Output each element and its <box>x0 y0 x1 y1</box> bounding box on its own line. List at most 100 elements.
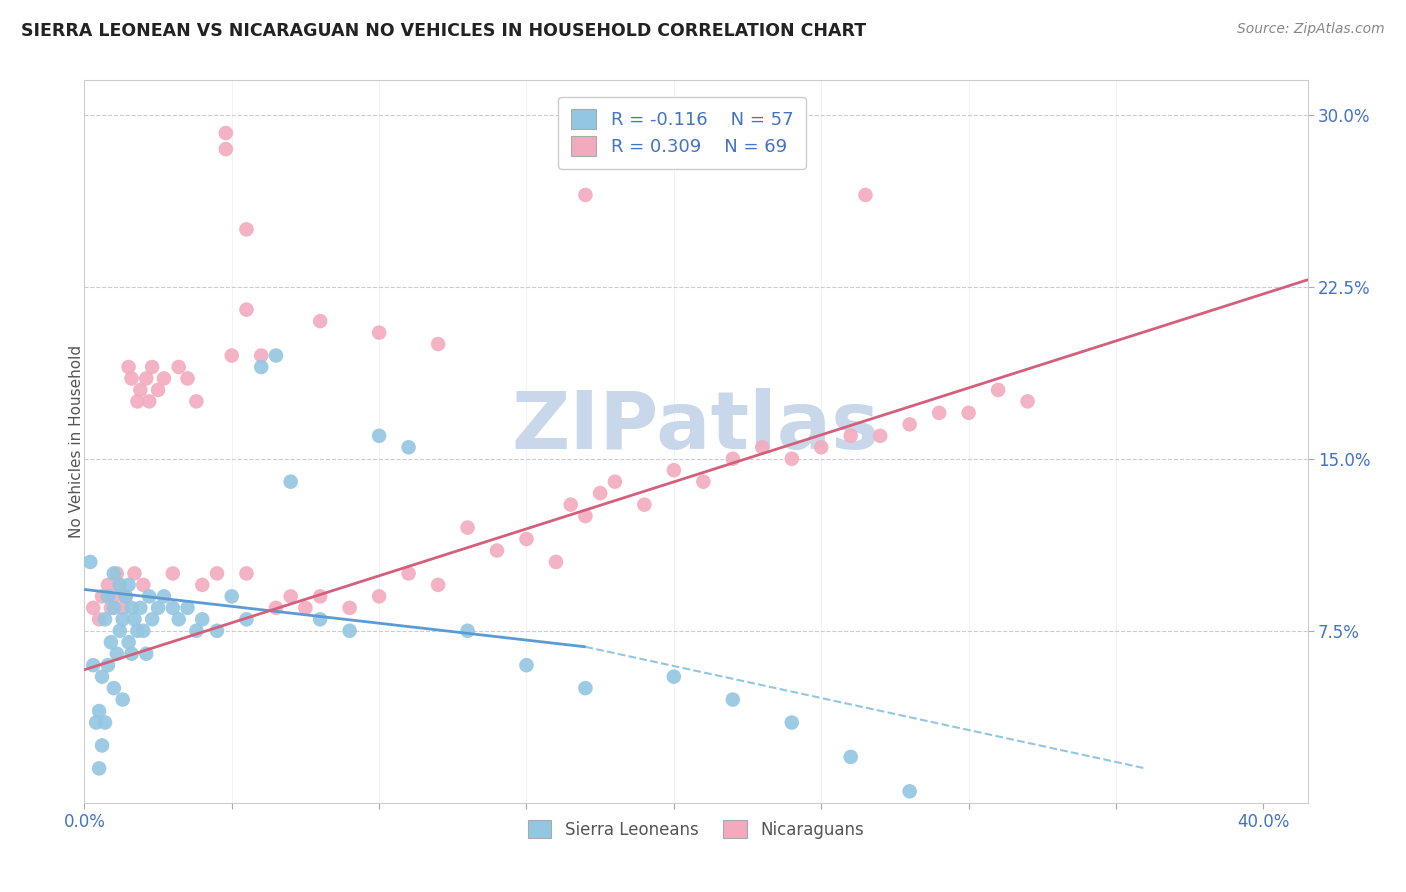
Point <box>97 578 120 592</box>
Text: ZIPatlas: ZIPatlas <box>512 388 880 467</box>
Point <box>898 417 921 432</box>
Point <box>309 612 332 626</box>
Point <box>515 532 537 546</box>
Point <box>108 578 131 592</box>
Point <box>839 429 862 443</box>
Point <box>869 429 891 443</box>
Point <box>544 555 567 569</box>
Point <box>153 371 176 385</box>
Point <box>1017 394 1039 409</box>
Point <box>138 394 160 409</box>
Point <box>264 349 287 363</box>
Point <box>186 624 208 638</box>
Point <box>146 600 169 615</box>
Point <box>176 371 198 385</box>
Point <box>855 188 877 202</box>
Point <box>103 681 125 695</box>
Point <box>162 600 184 615</box>
Point <box>264 600 287 615</box>
Point <box>839 750 862 764</box>
Point <box>780 715 803 730</box>
Point <box>84 715 107 730</box>
Point <box>692 475 714 489</box>
Point <box>280 590 302 604</box>
Point <box>129 383 152 397</box>
Point <box>398 440 420 454</box>
Point <box>339 624 361 638</box>
Point <box>898 784 921 798</box>
Point <box>103 566 125 581</box>
Point <box>167 359 190 374</box>
Point <box>111 600 134 615</box>
Point <box>191 578 214 592</box>
Point <box>114 590 136 604</box>
Text: Source: ZipAtlas.com: Source: ZipAtlas.com <box>1237 22 1385 37</box>
Point <box>105 566 128 581</box>
Point <box>105 647 128 661</box>
Point <box>633 498 655 512</box>
Point <box>103 590 125 604</box>
Point <box>368 590 391 604</box>
Point <box>589 486 612 500</box>
Point <box>457 520 479 534</box>
Point <box>662 670 685 684</box>
Point <box>662 463 685 477</box>
Point <box>91 590 114 604</box>
Point <box>721 451 744 466</box>
Point <box>515 658 537 673</box>
Point <box>124 612 146 626</box>
Point <box>235 612 257 626</box>
Point <box>250 349 273 363</box>
Point <box>235 222 257 236</box>
Point <box>485 543 508 558</box>
Point <box>928 406 950 420</box>
Point <box>79 555 101 569</box>
Point <box>457 624 479 638</box>
Point <box>141 612 163 626</box>
Point <box>127 624 149 638</box>
Point <box>751 440 773 454</box>
Point <box>100 635 122 649</box>
Point <box>94 612 117 626</box>
Point <box>368 429 391 443</box>
Point <box>146 383 169 397</box>
Point <box>368 326 391 340</box>
Text: SIERRA LEONEAN VS NICARAGUAN NO VEHICLES IN HOUSEHOLD CORRELATION CHART: SIERRA LEONEAN VS NICARAGUAN NO VEHICLES… <box>21 22 866 40</box>
Point <box>121 371 143 385</box>
Point <box>132 624 155 638</box>
Point <box>91 670 114 684</box>
Point <box>309 314 332 328</box>
Point <box>103 600 125 615</box>
Point <box>111 692 134 706</box>
Point <box>221 590 243 604</box>
Point <box>215 126 238 140</box>
Point <box>235 302 257 317</box>
Point <box>574 509 596 524</box>
Point <box>135 647 157 661</box>
Point <box>250 359 273 374</box>
Point <box>111 612 134 626</box>
Point <box>114 590 136 604</box>
Point <box>560 498 582 512</box>
Point <box>339 600 361 615</box>
Point <box>124 566 146 581</box>
Point <box>162 566 184 581</box>
Point <box>205 624 228 638</box>
Point <box>153 590 176 604</box>
Point <box>100 600 122 615</box>
Point <box>987 383 1010 397</box>
Point <box>427 578 450 592</box>
Point <box>132 578 155 592</box>
Point <box>205 566 228 581</box>
Point <box>294 600 316 615</box>
Point <box>957 406 980 420</box>
Point <box>121 600 143 615</box>
Point <box>398 566 420 581</box>
Point <box>574 188 596 202</box>
Point <box>121 647 143 661</box>
Point <box>138 590 160 604</box>
Point <box>108 578 131 592</box>
Point <box>186 394 208 409</box>
Point <box>117 635 139 649</box>
Point <box>309 590 332 604</box>
